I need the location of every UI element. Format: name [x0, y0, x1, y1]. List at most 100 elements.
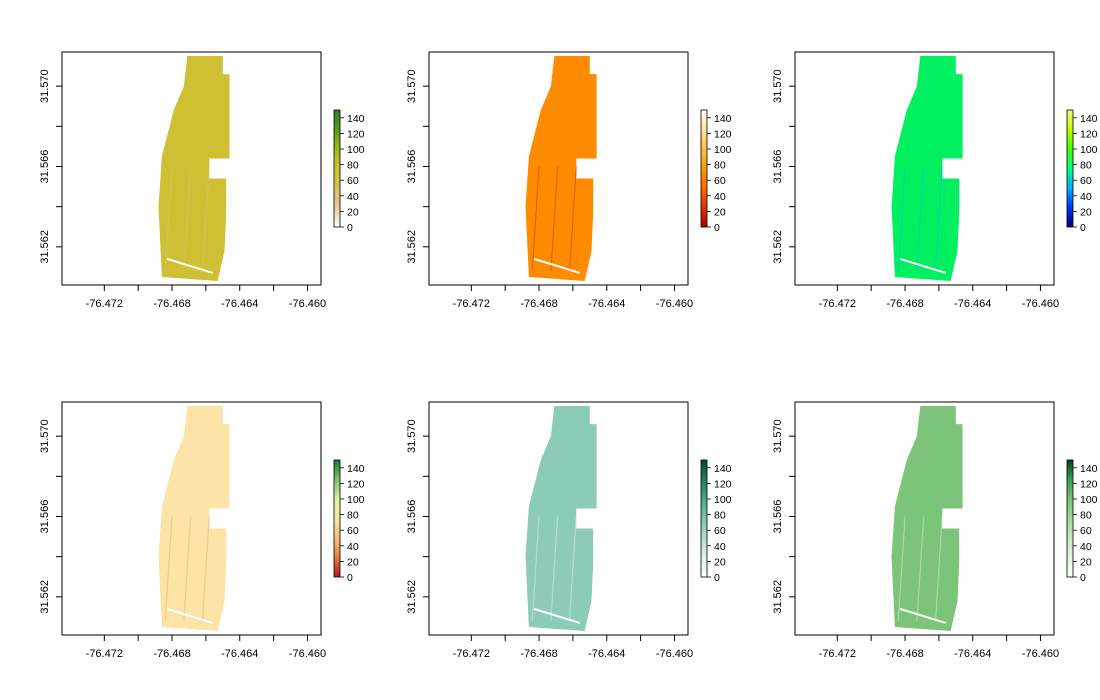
field-raster [525, 56, 597, 281]
legend-tick-label: 100 [1080, 494, 1098, 506]
legend-tick-label: 80 [347, 510, 359, 522]
legend-tick-label: 60 [347, 175, 359, 187]
legend-tick-label: 140 [1080, 463, 1098, 475]
x-tick-label: -76.468 [153, 648, 190, 660]
field-track [899, 607, 946, 624]
y-tick-label: 31.566 [39, 500, 51, 534]
legend-tick-label: 100 [714, 494, 732, 506]
legend-tick-label: 80 [1080, 160, 1092, 172]
field-texture-line [916, 516, 925, 621]
legend-tick-label: 120 [347, 478, 365, 490]
y-tick-label: 31.566 [406, 500, 418, 534]
legend-colorbar [700, 459, 708, 578]
plot-frame [428, 51, 689, 286]
field-track [166, 257, 213, 274]
legend-tick-label: 80 [1080, 510, 1092, 522]
y-tick-label: 31.570 [406, 69, 418, 103]
map-panel-4: -76.472 -76.468 -76.464 -76.460 31.562 31.566… [39, 401, 365, 660]
y-tick-label: 31.570 [772, 419, 784, 453]
field-track [533, 257, 580, 274]
x-tick-label: -76.460 [289, 298, 326, 310]
legend-tick-label: 100 [1080, 144, 1098, 156]
field-texture-line [531, 166, 540, 271]
x-tick-label: -76.464 [221, 298, 258, 310]
legend-tick-label: 40 [714, 191, 726, 203]
legend-tick-label: 40 [347, 191, 359, 203]
y-tick-label: 31.562 [39, 230, 51, 264]
x-tick-label: -76.464 [954, 298, 991, 310]
y-tick-label: 31.566 [39, 150, 51, 184]
field-texture-line [183, 516, 192, 621]
x-tick-label: -76.464 [588, 648, 625, 660]
x-tick-label: -76.468 [886, 298, 923, 310]
x-tick-label: -76.472 [453, 298, 490, 310]
field-track [899, 257, 946, 274]
field-texture-line [568, 166, 577, 271]
legend-tick-label: 60 [714, 175, 726, 187]
field-raster [891, 406, 963, 631]
legend-tick-label: 60 [1080, 525, 1092, 537]
map-panel-1: -76.472 -76.468 -76.464 -76.460 31.562 31.566… [39, 51, 365, 310]
y-tick-label: 31.570 [39, 69, 51, 103]
x-tick-label: -76.468 [153, 298, 190, 310]
x-tick-label: -76.464 [221, 648, 258, 660]
legend-tick-label: 0 [714, 572, 720, 584]
legend-tick-label: 100 [714, 144, 732, 156]
legend-tick-label: 20 [347, 556, 359, 568]
plot-frame [428, 401, 689, 636]
field-texture-line [183, 166, 192, 271]
field-texture-line [201, 166, 210, 271]
x-tick-label: -76.464 [954, 648, 991, 660]
legend-tick-label: 0 [347, 222, 353, 234]
legend-tick-label: 20 [347, 206, 359, 218]
x-tick-label: -76.472 [453, 648, 490, 660]
x-tick-label: -76.468 [886, 648, 923, 660]
field-texture-line [934, 516, 943, 621]
map-panel-6: -76.472 -76.468 -76.464 -76.460 31.562 31.566… [772, 401, 1098, 660]
field-track [166, 607, 213, 624]
legend-tick-label: 100 [347, 144, 365, 156]
field-texture-line [934, 166, 943, 271]
y-tick-label: 31.562 [39, 580, 51, 614]
field-texture-line [531, 516, 540, 621]
legend-tick-label: 120 [714, 128, 732, 140]
field-texture-line [916, 166, 925, 271]
legend-tick-label: 140 [1080, 113, 1098, 125]
field-texture-line [164, 516, 173, 621]
legend-tick-label: 20 [1080, 556, 1092, 568]
legend-tick-label: 40 [1080, 191, 1092, 203]
legend-tick-label: 40 [714, 541, 726, 553]
legend-colorbar [333, 109, 341, 228]
legend-colorbar [1066, 109, 1074, 228]
x-tick-label: -76.460 [1022, 648, 1059, 660]
y-tick-label: 31.566 [772, 500, 784, 534]
y-tick-label: 31.570 [772, 69, 784, 103]
legend-tick-label: 120 [714, 478, 732, 490]
legend-tick-label: 40 [347, 541, 359, 553]
legend-tick-label: 20 [1080, 206, 1092, 218]
field-raster [525, 406, 597, 631]
field-raster [891, 56, 963, 281]
legend-tick-label: 80 [714, 510, 726, 522]
y-tick-label: 31.570 [39, 419, 51, 453]
legend-tick-label: 40 [1080, 541, 1092, 553]
legend-tick-label: 140 [347, 463, 365, 475]
plot-frame [794, 51, 1055, 286]
y-tick-label: 31.566 [406, 150, 418, 184]
x-tick-label: -76.468 [520, 298, 557, 310]
plot-frame [61, 51, 322, 286]
legend-tick-label: 60 [714, 525, 726, 537]
x-tick-label: -76.472 [819, 648, 856, 660]
y-tick-label: 31.562 [772, 230, 784, 264]
x-tick-label: -76.460 [656, 648, 693, 660]
field-texture-line [550, 166, 559, 271]
x-tick-label: -76.472 [86, 648, 123, 660]
x-tick-label: -76.460 [656, 298, 693, 310]
legend-tick-label: 0 [347, 572, 353, 584]
x-tick-label: -76.468 [520, 648, 557, 660]
plot-frame [61, 401, 322, 636]
legend-tick-label: 0 [714, 222, 720, 234]
legend-tick-label: 60 [1080, 175, 1092, 187]
legend-tick-label: 60 [347, 525, 359, 537]
